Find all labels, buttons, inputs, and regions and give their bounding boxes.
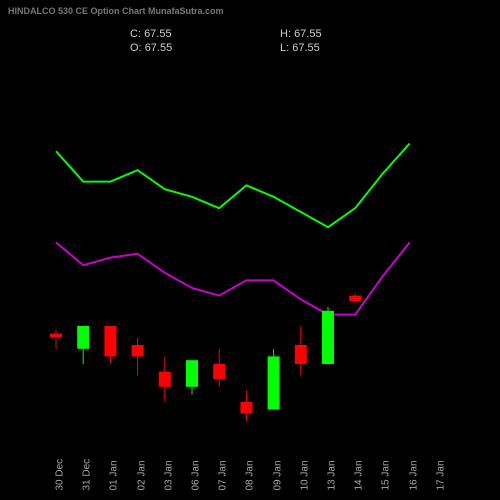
chart-title: HINDALCO 530 CE Option Chart MunafaSutra…: [8, 6, 224, 16]
candle-body: [240, 402, 252, 413]
x-tick: 08 Jan: [245, 460, 256, 490]
candle-body: [77, 326, 89, 349]
x-tick: 16 Jan: [408, 460, 419, 490]
candle-body: [186, 360, 198, 387]
x-tick: 07 Jan: [218, 460, 229, 490]
x-tick: 17 Jan: [435, 460, 446, 490]
ohlc-row-1: C: 67.55 H: 67.55: [130, 28, 370, 40]
ohlc-h: H: 67.55: [280, 28, 370, 40]
x-tick: 31 Dec: [82, 459, 93, 491]
x-tick: 30 Dec: [55, 459, 66, 491]
x-tick: 01 Jan: [109, 460, 120, 490]
x-tick: 14 Jan: [354, 460, 365, 490]
candle-body: [322, 311, 334, 364]
x-tick: 06 Jan: [191, 460, 202, 490]
line-upper: [56, 144, 410, 228]
candle-body: [50, 334, 62, 338]
candle-body: [349, 296, 361, 302]
ohlc-l: L: 67.55: [280, 42, 370, 54]
ohlc-o: O: 67.55: [130, 42, 220, 54]
candle-body: [159, 372, 171, 387]
candle-body: [104, 326, 116, 356]
x-tick: 02 Jan: [136, 460, 147, 490]
line-lower: [56, 242, 410, 314]
candle-body: [268, 356, 280, 409]
candle-body: [132, 345, 144, 356]
ohlc-c: C: 67.55: [130, 28, 220, 40]
x-tick: 10 Jan: [299, 460, 310, 490]
x-tick: 15 Jan: [381, 460, 392, 490]
ohlc-row-2: O: 67.55 L: 67.55: [130, 42, 370, 54]
x-tick: 13 Jan: [327, 460, 338, 490]
option-chart: HINDALCO 530 CE Option Chart MunafaSutra…: [0, 0, 500, 500]
candle-body: [213, 364, 225, 379]
ohlc-block: C: 67.55 H: 67.55 O: 67.55 L: 67.55: [130, 28, 370, 56]
x-tick: 03 Jan: [163, 460, 174, 490]
candle-body: [295, 345, 307, 364]
x-axis: 30 Dec 31 Dec 01 Jan 02 Jan 03 Jan 06 Jan 07 J…: [0, 440, 500, 500]
plot-area: [0, 60, 500, 440]
x-tick: 09 Jan: [272, 460, 283, 490]
